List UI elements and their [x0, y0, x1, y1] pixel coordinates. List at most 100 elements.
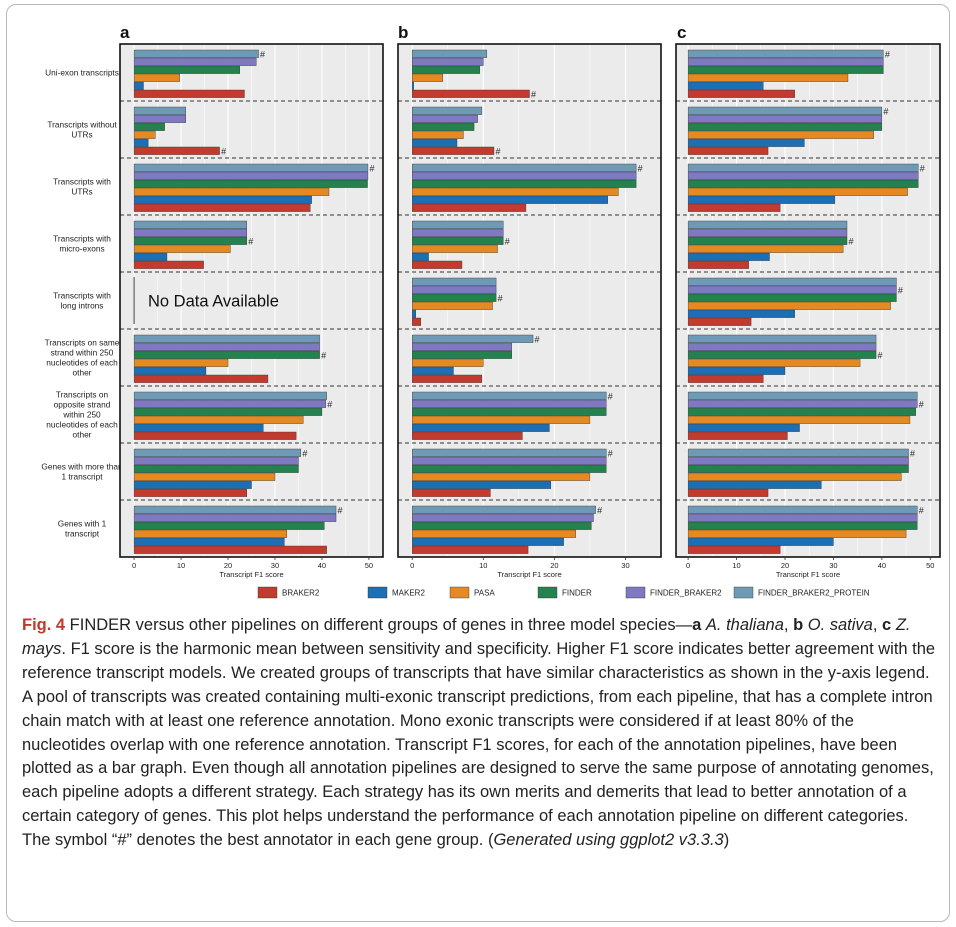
bar	[133, 423, 264, 432]
bar	[687, 171, 919, 180]
bar	[412, 130, 464, 139]
x-axis-label: Transcript F1 score	[776, 570, 840, 579]
legend-label: FINDER_BRAKER2	[650, 589, 722, 598]
bar	[412, 423, 550, 432]
bar	[412, 505, 596, 514]
bar	[412, 407, 607, 416]
best-annotator-marker: #	[898, 286, 903, 296]
y-axis-label: UTRs	[71, 187, 92, 197]
legend-swatch	[537, 586, 558, 599]
bar	[412, 252, 429, 261]
bar	[687, 366, 786, 375]
bar	[133, 521, 325, 530]
bar	[687, 537, 834, 546]
bar	[412, 122, 475, 131]
x-tick-label: 10	[732, 561, 740, 570]
bar	[133, 179, 368, 188]
y-axis-label: Transcripts with	[53, 177, 111, 187]
bar	[687, 309, 795, 318]
legend-swatch	[625, 586, 646, 599]
x-tick-label: 10	[177, 561, 185, 570]
y-axis-label: Transcripts on	[56, 390, 109, 400]
bar	[687, 203, 781, 212]
bar	[133, 203, 311, 212]
bar	[133, 187, 330, 196]
best-annotator-marker: #	[638, 164, 643, 174]
bar	[687, 513, 918, 522]
bar	[687, 301, 891, 310]
bar	[412, 106, 483, 115]
bar	[133, 350, 320, 359]
x-tick-label: 20	[224, 561, 232, 570]
bar	[412, 220, 504, 229]
bar	[412, 529, 576, 538]
x-tick-label: 30	[271, 561, 279, 570]
bar	[133, 464, 299, 473]
bar	[412, 114, 478, 123]
bar	[687, 342, 877, 351]
bar	[412, 171, 637, 180]
bar	[133, 407, 323, 416]
bar	[133, 456, 299, 465]
best-annotator-marker: #	[221, 147, 226, 157]
bar	[412, 228, 504, 237]
x-tick-label: 30	[829, 561, 837, 570]
bar	[687, 89, 795, 98]
caption-sep-2: ,	[872, 616, 883, 634]
x-tick-label: 0	[410, 561, 414, 570]
bar	[133, 358, 229, 367]
y-axis-label: opposite strand	[54, 400, 111, 410]
bar	[133, 252, 168, 261]
best-annotator-marker: #	[597, 506, 602, 516]
bar	[133, 114, 186, 123]
bar	[412, 488, 491, 497]
bar	[412, 244, 498, 253]
bar	[412, 73, 443, 82]
caption-panel-a-label: a	[692, 616, 702, 634]
bar	[687, 57, 884, 66]
bar	[687, 187, 908, 196]
bar	[412, 301, 493, 310]
bar	[412, 179, 637, 188]
bar	[412, 545, 529, 554]
y-axis-label: Genes with 1	[58, 519, 107, 529]
bar	[687, 350, 877, 359]
best-annotator-marker: #	[920, 164, 925, 174]
bar	[133, 65, 240, 74]
bar	[133, 366, 207, 375]
bar	[412, 366, 454, 375]
bar	[412, 464, 607, 473]
bar	[133, 244, 231, 253]
y-axis-label: long introns	[61, 301, 104, 311]
best-annotator-marker: #	[321, 351, 326, 361]
bar	[412, 358, 484, 367]
bar	[687, 228, 848, 237]
bar	[412, 236, 504, 245]
x-axis-label: Transcript F1 score	[219, 570, 283, 579]
bar	[133, 146, 220, 155]
bar	[687, 415, 911, 424]
bar	[412, 309, 416, 318]
y-axis-label: nucleotides of each	[46, 420, 118, 430]
panel-label: a	[120, 23, 130, 42]
bar	[687, 521, 918, 530]
bar	[687, 529, 907, 538]
bar	[412, 65, 480, 74]
y-axis-label: other	[73, 368, 92, 378]
figure-frame	[6, 4, 950, 922]
bar	[687, 49, 884, 58]
x-tick-label: 50	[926, 561, 934, 570]
bar	[687, 374, 764, 383]
y-axis-label: nucleotides of each	[46, 358, 118, 368]
bar	[133, 545, 327, 554]
bar	[412, 277, 497, 286]
y-axis-label: within 250	[62, 410, 101, 420]
panel-border	[119, 43, 384, 558]
bar	[133, 260, 204, 269]
best-annotator-marker: #	[498, 294, 503, 304]
bar	[687, 456, 909, 465]
bar	[133, 73, 180, 82]
x-tick-label: 40	[878, 561, 886, 570]
bar	[133, 81, 144, 90]
